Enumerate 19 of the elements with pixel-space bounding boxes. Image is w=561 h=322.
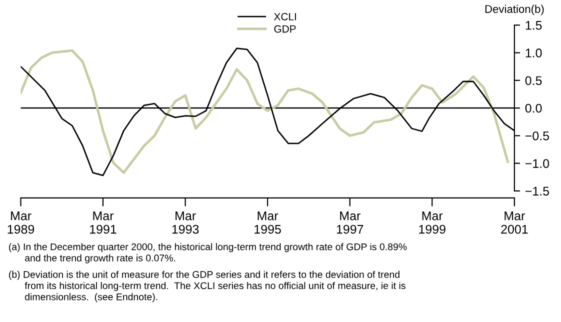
x-tick-label: Mar 1997 <box>336 212 364 234</box>
y-axis-title: Deviation(b) <box>485 4 544 16</box>
y-tick-label: −0.5 <box>525 131 550 140</box>
x-tick-label: Mar 1995 <box>254 212 281 234</box>
x-tick-label: Mar 1989 <box>8 212 34 234</box>
y-tick-label: 0.0 <box>525 104 542 113</box>
x-tick-label: Mar 2001 <box>501 212 528 234</box>
legend-label: XCLI <box>274 12 296 20</box>
y-tick-label: −1.0 <box>525 159 550 168</box>
x-tick-label: Mar 1999 <box>419 212 446 234</box>
x-tick-label: Mar 1993 <box>172 212 199 234</box>
text: (a) In the December quarter 2000, the historical long-term trend growth rate of GDP is 0.89% and the trend growth rate is 0.07%. <box>9 243 407 264</box>
x-tick-label: Mar 1991 <box>90 212 116 234</box>
y-tick-label: 1.0 <box>526 48 542 58</box>
y-tick-label: 1.5 <box>526 21 542 30</box>
y-tick-label: −1.5 <box>525 186 550 196</box>
y-tick-label: 0.5 <box>525 76 542 86</box>
legend-label: GDP <box>274 25 296 33</box>
text: (b) Deviation is the unit of measure for the GDP series and it refers to the deviation of trend from its historical long-term trend. The XCLI series has no official unit of measure, ie it is dimensionless. (see Endnote). <box>9 270 406 302</box>
